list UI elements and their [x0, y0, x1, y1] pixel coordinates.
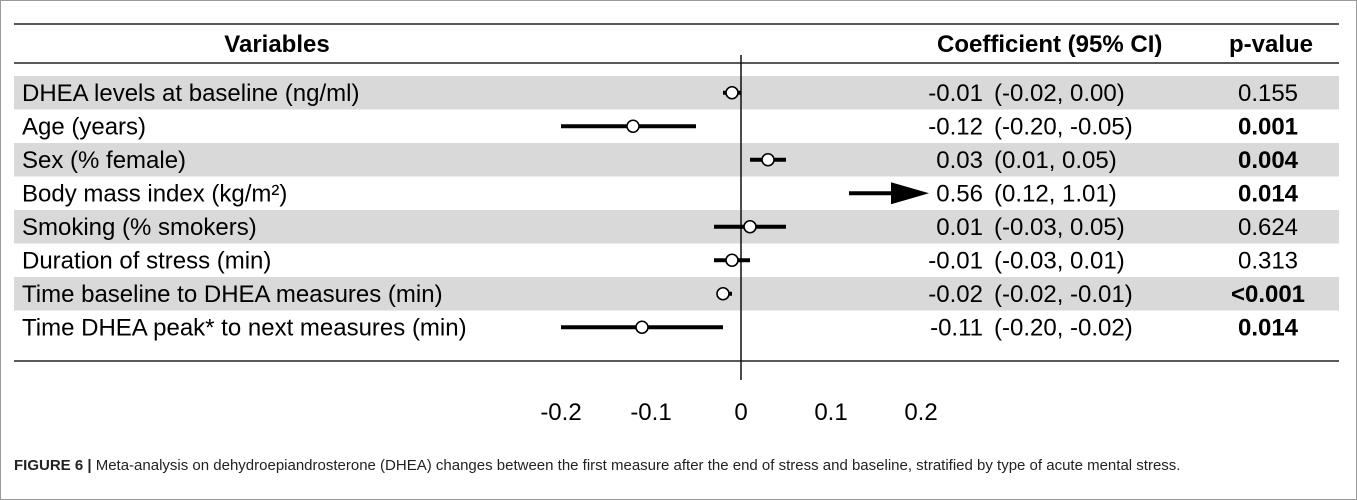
point-estimate: [743, 219, 757, 234]
x-tick-label: 0.1: [814, 399, 847, 426]
point-estimate: [761, 152, 775, 167]
coef-value: -0.11: [930, 314, 983, 341]
ci-value: (0.12, 1.01): [994, 180, 1117, 207]
ci-value: (-0.02, 0.00): [994, 80, 1125, 107]
coef-value: 0.03: [936, 147, 983, 174]
x-tick-label: 0.2: [904, 399, 937, 426]
x-tick-label: -0.2: [540, 399, 581, 426]
figure-caption: FIGURE 6 | Meta-analysis on dehydroepian…: [14, 455, 1334, 476]
coef-value: -0.01: [928, 80, 983, 107]
header-coefficient: Coefficient (95% CI): [937, 31, 1162, 58]
p-value: 0.155: [1238, 80, 1298, 107]
row-shade: [14, 277, 1339, 311]
forest-plot: Variables Coefficient (95% CI) p-value D…: [14, 23, 1339, 426]
p-value: 0.624: [1238, 214, 1298, 241]
coef-value: 0.56: [936, 180, 983, 207]
row-shade: [14, 76, 1339, 110]
header-variables: Variables: [224, 31, 329, 58]
ci-value: (-0.20, -0.05): [994, 113, 1133, 140]
row-label: Sex (% female): [22, 147, 186, 174]
row-label: Time baseline to DHEA measures (min): [22, 281, 443, 308]
rows: DHEA levels at baseline (ng/ml) -0.01 (-0.…: [22, 80, 1305, 342]
coef-value: -0.02: [928, 281, 983, 308]
ci-overflow-arrow: [891, 182, 929, 205]
ci-value: (-0.02, -0.01): [994, 281, 1133, 308]
x-axis-ticks: -0.2 -0.1 0 0.1 0.2: [540, 399, 937, 426]
p-value: <0.001: [1231, 281, 1305, 308]
caption-label: FIGURE 6 |: [14, 457, 92, 474]
point-estimate: [725, 85, 739, 100]
header-pvalue: p-value: [1229, 31, 1313, 58]
p-value: 0.014: [1238, 180, 1299, 207]
row-label: Age (years): [22, 113, 146, 140]
point-estimate: [626, 119, 640, 134]
p-value: 0.014: [1238, 314, 1299, 341]
row-label: DHEA levels at baseline (ng/ml): [22, 80, 359, 107]
row-label: Smoking (% smokers): [22, 214, 257, 241]
p-value: 0.313: [1238, 247, 1298, 274]
p-value: 0.001: [1238, 113, 1298, 140]
coef-value: -0.12: [928, 113, 983, 140]
point-estimate: [716, 286, 730, 301]
marks: [561, 85, 929, 335]
ci-value: (-0.03, 0.01): [994, 247, 1125, 274]
coef-value: -0.01: [928, 247, 983, 274]
ci-value: (-0.03, 0.05): [994, 214, 1125, 241]
point-estimate: [725, 253, 739, 268]
row-shades: [14, 76, 1339, 311]
x-tick-label: -0.1: [630, 399, 671, 426]
row-label: Body mass index (kg/m²): [22, 180, 287, 207]
caption-text: Meta-analysis on dehydroepiandrosterone …: [91, 457, 1181, 474]
ci-value: (0.01, 0.05): [994, 147, 1117, 174]
row-label: Time DHEA peak* to next measures (min): [22, 314, 467, 341]
coef-value: 0.01: [936, 214, 983, 241]
row-shade: [14, 210, 1339, 244]
row-label: Duration of stress (min): [22, 247, 271, 274]
ci-value: (-0.20, -0.02): [994, 314, 1133, 341]
point-estimate: [635, 320, 649, 335]
row-shade: [14, 143, 1339, 177]
x-tick-label: 0: [734, 399, 747, 426]
p-value: 0.004: [1238, 147, 1299, 174]
